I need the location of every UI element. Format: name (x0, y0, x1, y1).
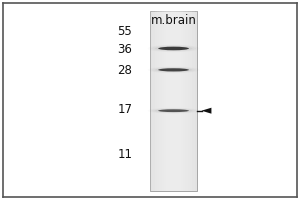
Ellipse shape (155, 68, 192, 72)
Ellipse shape (158, 68, 189, 71)
Bar (155, 11, 192, 191)
Text: 36: 36 (118, 43, 132, 56)
Bar (162, 11, 185, 191)
Text: 28: 28 (118, 64, 132, 77)
Bar (157, 11, 190, 191)
Bar (150, 11, 197, 191)
Ellipse shape (158, 68, 189, 71)
Bar (171, 11, 176, 191)
Ellipse shape (155, 109, 192, 113)
Polygon shape (202, 108, 212, 114)
Ellipse shape (158, 47, 189, 50)
Bar (167, 11, 181, 191)
Bar (169, 11, 178, 191)
Text: 55: 55 (118, 25, 132, 38)
Ellipse shape (155, 46, 192, 51)
Bar (152, 11, 195, 191)
Text: m.brain: m.brain (151, 14, 196, 27)
Ellipse shape (158, 109, 189, 112)
Text: 17: 17 (117, 103, 132, 116)
Bar (159, 11, 188, 191)
Ellipse shape (158, 109, 189, 112)
Bar (150, 11, 197, 191)
Text: 11: 11 (117, 148, 132, 161)
Bar (164, 11, 183, 191)
Ellipse shape (158, 47, 189, 50)
